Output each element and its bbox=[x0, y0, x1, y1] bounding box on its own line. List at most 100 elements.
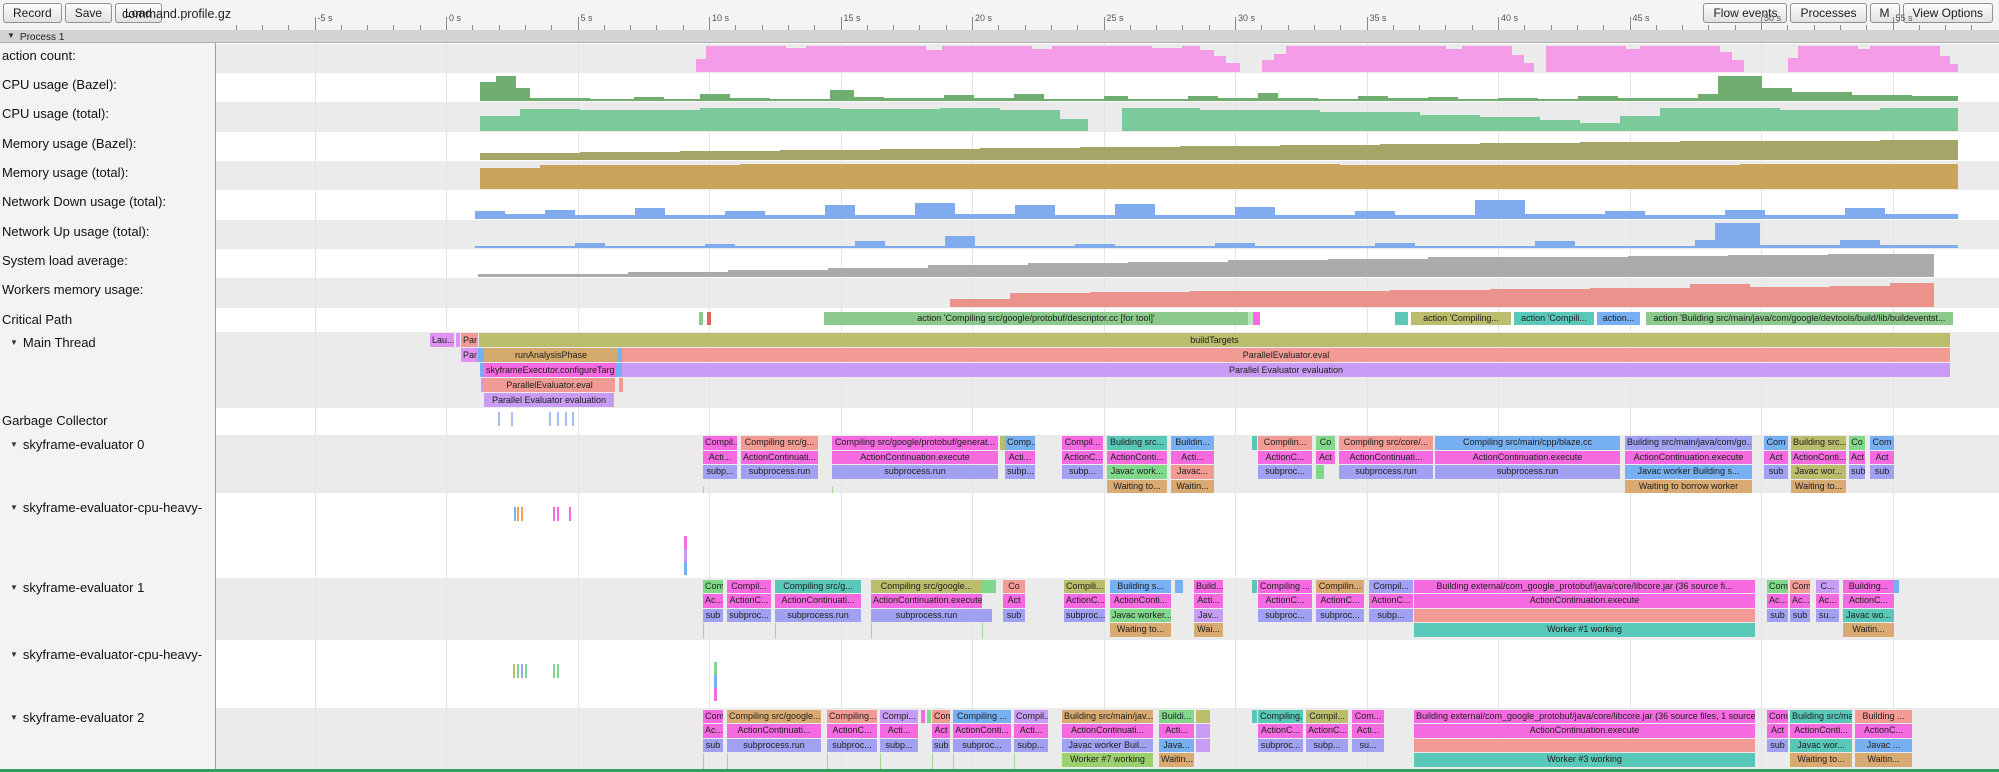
critical-path-slice[interactable]: action 'Compiling src/google/protobuf/de… bbox=[824, 312, 1248, 325]
gc-event-tick[interactable] bbox=[565, 412, 567, 426]
sky1-slice[interactable]: Building external/com_google_protobuf/ja… bbox=[1414, 579, 1755, 593]
sky1-slice[interactable]: sub bbox=[1767, 608, 1788, 622]
cpu-bazel-chart-bar[interactable] bbox=[1618, 98, 1658, 101]
sky0-slice[interactable]: ActionContinuation.execute bbox=[1435, 450, 1620, 464]
gc-event-tick[interactable] bbox=[498, 412, 500, 426]
main-thread-slice[interactable] bbox=[615, 363, 622, 377]
net-up-chart-bar[interactable] bbox=[1695, 240, 1715, 248]
action-count-chart-bar[interactable] bbox=[696, 59, 706, 72]
net-up-chart-bar[interactable] bbox=[855, 241, 885, 248]
net-down-chart-bar[interactable] bbox=[825, 205, 855, 219]
net-up-chart-bar[interactable] bbox=[1535, 241, 1575, 248]
main-thread-slice[interactable] bbox=[456, 333, 460, 347]
cpu-bazel-chart-bar[interactable] bbox=[1188, 96, 1218, 101]
cpu-heavy0-event-tick[interactable] bbox=[553, 507, 555, 521]
sky2-slice[interactable]: ActionC... bbox=[1258, 724, 1303, 738]
cpu-bazel-chart-bar[interactable] bbox=[1278, 98, 1318, 101]
sky1-slice[interactable]: subproc... bbox=[1064, 608, 1105, 622]
cpu-bazel-chart-bar[interactable] bbox=[884, 98, 944, 101]
gc-event-tick[interactable] bbox=[511, 412, 513, 426]
sky0-slice[interactable]: Compilin... bbox=[1258, 436, 1312, 450]
cpu-total-chart-bar[interactable] bbox=[1660, 108, 1780, 131]
main-thread-slice[interactable]: skyframeExecutor.configureTargets bbox=[484, 363, 615, 377]
sky1-slice[interactable]: Co bbox=[1003, 579, 1025, 593]
cpu-total-chart-bar[interactable] bbox=[1620, 116, 1660, 131]
sky2-slice[interactable] bbox=[921, 709, 925, 723]
view-options-button[interactable]: View Options bbox=[1902, 3, 1993, 23]
sky1-slice[interactable]: Ac... bbox=[1790, 594, 1810, 608]
sky2-slice[interactable]: Waiting to... bbox=[1790, 753, 1852, 767]
mem-total-chart-bar[interactable] bbox=[540, 165, 740, 189]
sky2-slice[interactable]: ActionC... bbox=[1306, 724, 1348, 738]
net-up-chart-bar[interactable] bbox=[975, 246, 1075, 248]
sky1-event-tick[interactable] bbox=[703, 623, 704, 639]
main-thread-slice[interactable]: runAnalysisPhase bbox=[484, 348, 618, 362]
sky1-slice[interactable]: ActionC... bbox=[1369, 594, 1413, 608]
sky2-slice[interactable]: sub bbox=[1767, 738, 1788, 752]
sky1-slice[interactable]: ActionConti... bbox=[1110, 594, 1171, 608]
sky2-slice[interactable]: sub bbox=[932, 738, 950, 752]
cpu-total-chart-bar[interactable] bbox=[1880, 108, 1958, 131]
sys-load-chart-bar[interactable] bbox=[1528, 257, 1628, 277]
sky1-slice[interactable]: subprocess.run bbox=[871, 608, 982, 622]
cpu-bazel-chart-bar[interactable] bbox=[1128, 99, 1188, 101]
sky1-slice[interactable]: Worker #1 working bbox=[1414, 623, 1755, 637]
sky1-slice[interactable]: Compiling src/google... bbox=[871, 579, 982, 593]
sky0-slice[interactable] bbox=[1316, 465, 1324, 479]
cpu-bazel-chart-bar[interactable] bbox=[1318, 99, 1358, 101]
sky0-slice[interactable]: Waiting to borrow worker bbox=[1625, 479, 1752, 493]
workers-mem-chart-bar[interactable] bbox=[1290, 291, 1390, 307]
net-up-chart-bar[interactable] bbox=[1760, 245, 1840, 248]
cpu-heavy1-event-tick[interactable] bbox=[714, 688, 717, 701]
sky0-slice[interactable]: sub bbox=[1870, 465, 1894, 479]
mem-bazel-chart-bar[interactable] bbox=[1680, 141, 1780, 160]
sys-load-chart-bar[interactable] bbox=[1728, 255, 1828, 277]
sky0-slice[interactable]: Compiling src/google/protobuf/generat... bbox=[832, 436, 998, 450]
net-down-chart-bar[interactable] bbox=[665, 215, 725, 219]
sky0-slice[interactable]: Building src... bbox=[1791, 436, 1846, 450]
net-up-chart-bar[interactable] bbox=[1415, 246, 1535, 248]
net-up-chart-bar[interactable] bbox=[575, 243, 605, 248]
sky2-event-tick[interactable] bbox=[827, 753, 828, 769]
net-down-chart-bar[interactable] bbox=[635, 208, 665, 219]
net-up-chart-bar[interactable] bbox=[1215, 243, 1255, 248]
sky1-slice[interactable]: Compili... bbox=[1064, 579, 1105, 593]
cpu-bazel-chart-bar[interactable] bbox=[944, 95, 974, 101]
sky2-slice[interactable]: Compiling ... bbox=[953, 709, 1011, 723]
sky0-slice[interactable]: Compiling src/g... bbox=[741, 436, 818, 450]
mem-bazel-chart-bar[interactable] bbox=[1280, 145, 1380, 160]
sky2-slice[interactable]: Acti... bbox=[1352, 724, 1384, 738]
sky2-slice[interactable]: Act bbox=[1767, 724, 1788, 738]
sky1-slice[interactable]: Javac worker... bbox=[1110, 608, 1171, 622]
action-count-chart-bar[interactable] bbox=[1524, 63, 1534, 72]
cpu-total-chart-bar[interactable] bbox=[1000, 110, 1060, 131]
main-thread-slice[interactable]: ParallelEvaluator.eval bbox=[622, 348, 1950, 362]
sys-load-chart-bar[interactable] bbox=[1028, 263, 1128, 277]
mem-bazel-chart-bar[interactable] bbox=[1080, 147, 1180, 160]
sky0-slice[interactable]: Compil... bbox=[703, 436, 737, 450]
sky0-slice[interactable]: ActionContinuation.execute bbox=[1625, 450, 1752, 464]
sky2-slice[interactable]: subp... bbox=[1014, 738, 1048, 752]
sky2-slice[interactable]: ActionContinuati... bbox=[1062, 724, 1153, 738]
sky1-slice[interactable]: ActionC... bbox=[1843, 594, 1894, 608]
net-up-chart-bar[interactable] bbox=[1715, 223, 1760, 248]
workers-mem-chart-bar[interactable] bbox=[1010, 293, 1090, 307]
sky1-slice[interactable]: C... bbox=[1816, 579, 1839, 593]
sky0-slice[interactable]: Compil... bbox=[1062, 436, 1103, 450]
sys-load-chart-bar[interactable] bbox=[628, 272, 728, 277]
sky0-slice[interactable]: Acti... bbox=[1171, 450, 1214, 464]
sky2-slice[interactable]: Ac... bbox=[703, 724, 723, 738]
sky0-slice[interactable]: subprocess.run bbox=[1435, 465, 1620, 479]
sky1-slice[interactable]: Compiling src/g... bbox=[775, 579, 861, 593]
sky1-slice[interactable]: Ac... bbox=[1816, 594, 1839, 608]
sky2-slice[interactable] bbox=[927, 709, 931, 723]
mem-bazel-chart-bar[interactable] bbox=[680, 151, 780, 160]
net-up-chart-bar[interactable] bbox=[945, 236, 975, 248]
sky1-slice[interactable]: ActionC... bbox=[727, 594, 771, 608]
sky2-slice[interactable]: ActionC... bbox=[1855, 724, 1912, 738]
sky2-event-tick[interactable] bbox=[703, 753, 704, 769]
sky2-slice[interactable]: subproc... bbox=[1258, 738, 1303, 752]
process-expander-icon[interactable]: ▼ bbox=[7, 31, 15, 40]
cpu-bazel-chart-bar[interactable] bbox=[1792, 92, 1852, 101]
sky0-slice[interactable]: Act bbox=[1870, 450, 1894, 464]
